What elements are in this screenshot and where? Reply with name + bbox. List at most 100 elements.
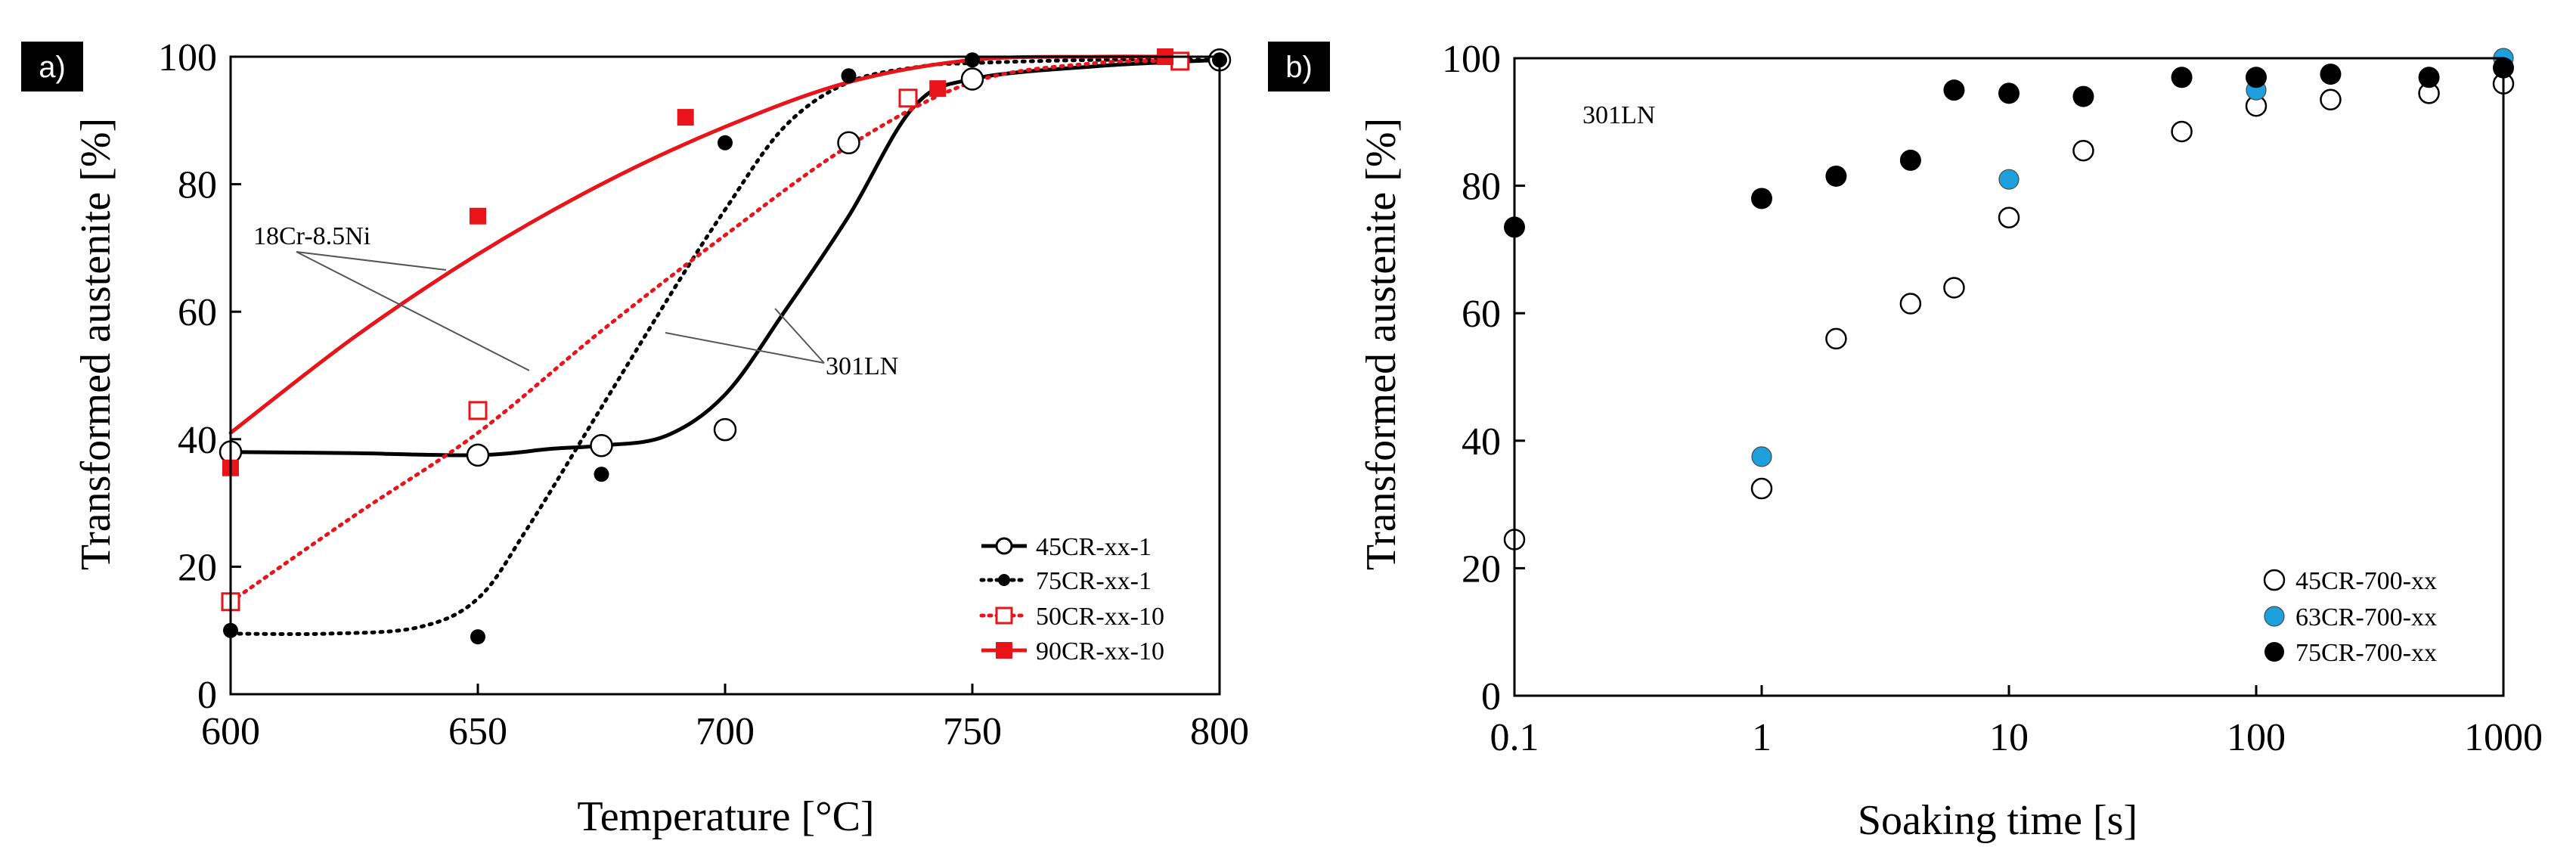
data-point-75cr-xx-1-700 bbox=[718, 135, 733, 150]
data-point-45cr-700-xx-10 bbox=[1998, 206, 2020, 228]
y-tick-label-a-20: 20 bbox=[178, 546, 217, 589]
data-point-45cr-xx-1-750 bbox=[960, 67, 984, 91]
legend-label-75cr-700-xx: 75CR-700-xx bbox=[2295, 639, 2437, 667]
x-tick-label-b-100: 100 bbox=[2227, 716, 2286, 759]
leader-18cr-to-50cr bbox=[296, 251, 530, 371]
legend-entry-75cr-xx-1: 75CR-xx-1 bbox=[979, 567, 1152, 595]
data-point-45cr-700-xx-20 bbox=[2072, 139, 2094, 162]
legend-b: 45CR-700-xx 63CR-700-xx 75CR-700-xx bbox=[2263, 567, 2437, 667]
x-tick-label-b-0-1: 0.1 bbox=[1490, 716, 1539, 759]
y-tick-label-b-100: 100 bbox=[1442, 38, 1501, 81]
legend-marker-45cr-700-xx bbox=[2263, 569, 2286, 591]
data-point-50cr-xx-10-650 bbox=[468, 401, 488, 420]
legend-label-75cr-xx-1: 75CR-xx-1 bbox=[1036, 567, 1152, 595]
y-tick-label-a-100: 100 bbox=[158, 36, 217, 79]
data-point-75cr-xx-1-725 bbox=[841, 68, 857, 84]
data-point-45cr-700-xx-6 bbox=[1943, 277, 1965, 299]
panel-label-box-b bbox=[1268, 42, 1330, 92]
annotation-301ln-b: 301LN bbox=[1582, 101, 1655, 129]
x-tick-label-b-1: 1 bbox=[1752, 716, 1772, 759]
x-tick-label-a-800: 800 bbox=[1190, 710, 1249, 753]
data-point-75cr-700-xx-50 bbox=[2171, 67, 2193, 88]
x-tick-label-a-600: 600 bbox=[201, 710, 260, 753]
data-point-50cr-xx-10-792 bbox=[1170, 51, 1190, 71]
y-tick-label-b-0: 0 bbox=[1481, 675, 1501, 718]
legend-entry-90cr-xx-10: 90CR-xx-10 bbox=[981, 637, 1164, 665]
data-point-75cr-700-xx-100 bbox=[2246, 67, 2267, 88]
leader-18cr-to-90cr bbox=[296, 251, 447, 271]
data-point-75cr-xx-1-650 bbox=[470, 629, 485, 645]
data-point-75cr-xx-1-750 bbox=[965, 52, 980, 68]
y-tick-label-a-40: 40 bbox=[178, 419, 217, 462]
annotation-18cr-8-5ni: 18Cr-8.5Ni bbox=[253, 222, 370, 250]
y-tick-label-b-20: 20 bbox=[1462, 547, 1501, 591]
data-point-45cr-700-xx-200 bbox=[2320, 88, 2342, 111]
tick-group-b: 0.1 1 10 100 1000 0 20 40 60 80 100 bbox=[1442, 38, 2543, 759]
plot-frame-b bbox=[1513, 57, 2505, 697]
legend-label-50cr-xx-10: 50CR-xx-10 bbox=[1036, 603, 1164, 631]
legend-a: 45CR-xx-1 75CR-xx-1 50CR-xx-10 90CR-xx-1… bbox=[979, 533, 1164, 665]
legend-marker-50cr-xx-10 bbox=[995, 606, 1013, 625]
panel-label-a: a) bbox=[39, 51, 66, 84]
series-line-50cr-xx-10 bbox=[228, 59, 1183, 604]
data-point-45cr-700-xx-1 bbox=[1750, 477, 1773, 500]
data-point-45cr-700-xx-50 bbox=[2171, 120, 2193, 143]
data-point-75cr-700-xx-2 bbox=[1825, 165, 1847, 187]
panel-label-b: b) bbox=[1285, 51, 1313, 84]
data-point-45cr-xx-1-675 bbox=[590, 433, 613, 458]
data-point-63cr-700-xx-10 bbox=[1998, 169, 2020, 190]
data-point-75cr-xx-1-675 bbox=[594, 467, 609, 482]
legend-label-63cr-700-xx: 63CR-700-xx bbox=[2295, 603, 2437, 631]
data-point-90cr-xx-10-692 bbox=[677, 109, 694, 126]
x-axis-label-a: Temperature [°C] bbox=[577, 793, 874, 840]
plot-frame-a bbox=[229, 55, 1221, 696]
chart-panel-b: b) Transformed austenite [%] Soaking tim… bbox=[1268, 38, 2543, 844]
tick-group-a: 600 650 700 750 800 0 20 40 60 80 100 bbox=[158, 36, 1249, 753]
chart-panel-a: a) Transformed austenite [%] Temperature… bbox=[21, 36, 1249, 840]
y-tick-label-b-40: 40 bbox=[1462, 420, 1501, 464]
y-axis-label-a: Transformed austenite [%] bbox=[73, 118, 119, 570]
data-point-45cr-xx-1-725 bbox=[837, 131, 860, 155]
x-tick-label-a-750: 750 bbox=[943, 710, 1002, 753]
data-point-45cr-700-xx-4 bbox=[1899, 293, 1922, 315]
legend-entry-63cr-700-xx: 63CR-700-xx bbox=[2264, 603, 2437, 631]
y-tick-label-a-80: 80 bbox=[178, 164, 217, 207]
leader-301ln-to-75cr bbox=[665, 332, 825, 364]
legend-label-90cr-xx-10: 90CR-xx-10 bbox=[1036, 637, 1164, 665]
legend-entry-50cr-xx-10: 50CR-xx-10 bbox=[979, 603, 1164, 631]
legend-label-45cr-700-xx: 45CR-700-xx bbox=[2295, 567, 2437, 595]
x-tick-label-a-700: 700 bbox=[696, 710, 755, 753]
data-point-45cr-xx-1-650 bbox=[466, 443, 490, 467]
legend-marker-75cr-700-xx bbox=[2264, 642, 2284, 662]
x-axis-label-b: Soaking time [s] bbox=[1858, 797, 2137, 844]
legend-label-45cr-xx-1: 45CR-xx-1 bbox=[1036, 533, 1152, 561]
panel-label-box-a bbox=[21, 42, 83, 92]
data-point-50cr-xx-10-737 bbox=[898, 88, 918, 108]
data-point-75cr-700-xx-500 bbox=[2418, 67, 2440, 88]
legend-entry-45cr-xx-1: 45CR-xx-1 bbox=[981, 533, 1152, 561]
leader-301ln-to-45cr bbox=[774, 308, 825, 364]
x-tick-label-b-10: 10 bbox=[1989, 716, 2029, 759]
data-point-75cr-700-xx-10 bbox=[1998, 82, 2020, 104]
data-point-45cr-700-xx-2 bbox=[1825, 327, 1847, 350]
y-tick-label-a-0: 0 bbox=[197, 674, 217, 717]
legend-entry-45cr-700-xx: 45CR-700-xx bbox=[2263, 567, 2437, 595]
annotation-301ln-a: 301LN bbox=[826, 352, 898, 380]
legend-marker-63cr-700-xx bbox=[2264, 606, 2285, 627]
x-tick-label-b-1000: 1000 bbox=[2464, 716, 2543, 759]
y-tick-label-b-60: 60 bbox=[1462, 293, 1501, 336]
data-point-63cr-700-xx-1 bbox=[1751, 446, 1772, 467]
data-points-b bbox=[1503, 48, 2515, 551]
data-point-90cr-xx-10-650 bbox=[470, 207, 486, 225]
y-axis-label-b: Transformed austenite [%] bbox=[1358, 118, 1405, 570]
x-tick-label-a-650: 650 bbox=[448, 710, 507, 753]
y-tick-label-b-80: 80 bbox=[1462, 166, 1501, 209]
legend-marker-75cr-xx-1 bbox=[998, 574, 1010, 586]
data-point-90cr-xx-10-743 bbox=[929, 80, 947, 98]
data-point-75cr-700-xx-1 bbox=[1751, 188, 1772, 209]
legend-entry-75cr-700-xx: 75CR-700-xx bbox=[2264, 639, 2437, 667]
y-tick-label-a-60: 60 bbox=[178, 291, 217, 334]
data-point-75cr-700-xx-6 bbox=[1943, 79, 1965, 101]
legend-marker-45cr-xx-1 bbox=[995, 537, 1013, 555]
